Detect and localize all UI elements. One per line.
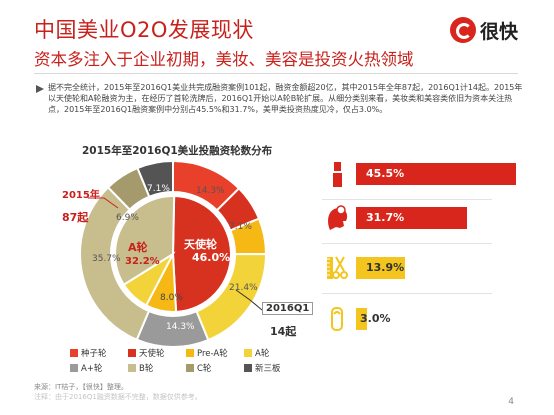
legend-swatch: [244, 364, 252, 372]
legend-swatch: [244, 349, 252, 357]
legend-item: Pre-A轮: [186, 347, 228, 359]
legend-item: A+轮: [70, 362, 102, 374]
legend-swatch: [70, 349, 78, 357]
inner-a-name: A轮: [128, 241, 148, 254]
outer-label-angel: 7.1%: [229, 222, 252, 232]
header-divider: [34, 73, 518, 74]
bar-value-label: 13.9%: [366, 261, 405, 274]
bar-separator: [322, 293, 492, 294]
series-2015-name: 2015年: [62, 190, 100, 201]
logo-text: 很快: [479, 20, 518, 43]
source-line-2: 注释：由于2016Q1融资数据不完整，数据仅供参考。: [34, 393, 202, 401]
legend-item: C轮: [186, 362, 211, 374]
logo-icon: [449, 17, 476, 43]
legend-label: 天使轮: [139, 349, 165, 359]
donut-slice-outer-ring-7: [136, 159, 174, 199]
comb-scissors-icon: [327, 256, 348, 279]
legend-item: A轮: [244, 347, 269, 359]
legend-item: 天使轮: [128, 347, 165, 359]
legend-label: B轮: [139, 364, 154, 374]
legend-label: A轮: [255, 349, 270, 359]
lipstick-icon: [332, 162, 343, 187]
bullet-arrow-icon: [36, 85, 44, 93]
bar-value-label: 45.5%: [366, 167, 405, 180]
outer-label-aplus: 14.3%: [166, 322, 195, 332]
outer-label-new3: 7.1%: [147, 184, 170, 194]
legend-label: A+轮: [81, 364, 103, 374]
bar-separator: [322, 243, 492, 244]
outer-label-seed: 14.3%: [196, 186, 225, 196]
source-note: 来源：IT桔子，【很快】整理。 注释：由于2016Q1融资数据不完整，数据仅供参…: [34, 382, 202, 402]
brand-logo: 很快: [449, 14, 518, 46]
page-number: 4: [508, 397, 514, 407]
legend-label: Pre-A轮: [197, 349, 228, 359]
bar-1: [356, 207, 468, 229]
woman-hair-flower-icon: [328, 205, 348, 230]
inner-a-value: 32.2%: [125, 256, 160, 267]
donut-chart-title: 2015年至2016Q1美业投融资轮数分布: [82, 145, 273, 157]
bar-row: 45.5%: [322, 162, 522, 187]
outer-label-c: 6.9%: [116, 213, 139, 223]
outer-label-b: 35.7%: [92, 254, 121, 264]
inner-label-8: 8.0%: [160, 293, 183, 303]
legend-item: B轮: [128, 362, 153, 374]
series-2016q1-count: 14起: [270, 325, 297, 338]
legend-swatch: [70, 364, 78, 372]
bar-value-label: 3.0%: [360, 312, 391, 325]
legend-label: C轮: [197, 364, 212, 374]
slide-title: 中国美业O2O发展现状: [34, 18, 254, 42]
legend-label: 新三板: [255, 364, 281, 374]
inner-angel-name: 天使轮: [184, 238, 217, 251]
inner-angel-value: 46.0%: [192, 251, 231, 264]
source-line-1: 来源：IT桔子，【很快】整理。: [34, 383, 128, 391]
donut-slice-inner-ring-3: [114, 195, 176, 287]
legend-swatch: [186, 364, 194, 372]
legend-label: 种子轮: [81, 349, 107, 359]
bar-value-label: 31.7%: [366, 211, 405, 224]
legend-swatch: [186, 349, 194, 357]
legend-swatch: [128, 349, 136, 357]
slide-subtitle: 资本多注入于企业初期，美妆、美容是投资火热领域: [34, 50, 414, 69]
legend-item: 种子轮: [70, 347, 107, 359]
series-2015-count: 87起: [62, 211, 89, 224]
bar-2: [356, 257, 405, 279]
bar-row: 3.0%: [322, 307, 522, 332]
donut-slice-inner-ring-0: [171, 194, 232, 313]
legend-item: 新三板: [244, 362, 281, 374]
bar-3: [356, 308, 367, 330]
bar-0: [356, 163, 516, 185]
bar-row: 31.7%: [322, 205, 522, 231]
bar-row: 13.9%: [322, 256, 522, 281]
legend-swatch: [128, 364, 136, 372]
intro-paragraph: 据不完全统计，2015年至2016Q1美业共完成融资案例101起，融资金额超20…: [48, 83, 523, 114]
nail-polish-icon: [331, 307, 343, 331]
outer-label-a: 21.4%: [229, 283, 258, 293]
series-2016q1-name: 2016Q1: [262, 302, 314, 315]
bar-separator: [322, 199, 492, 200]
